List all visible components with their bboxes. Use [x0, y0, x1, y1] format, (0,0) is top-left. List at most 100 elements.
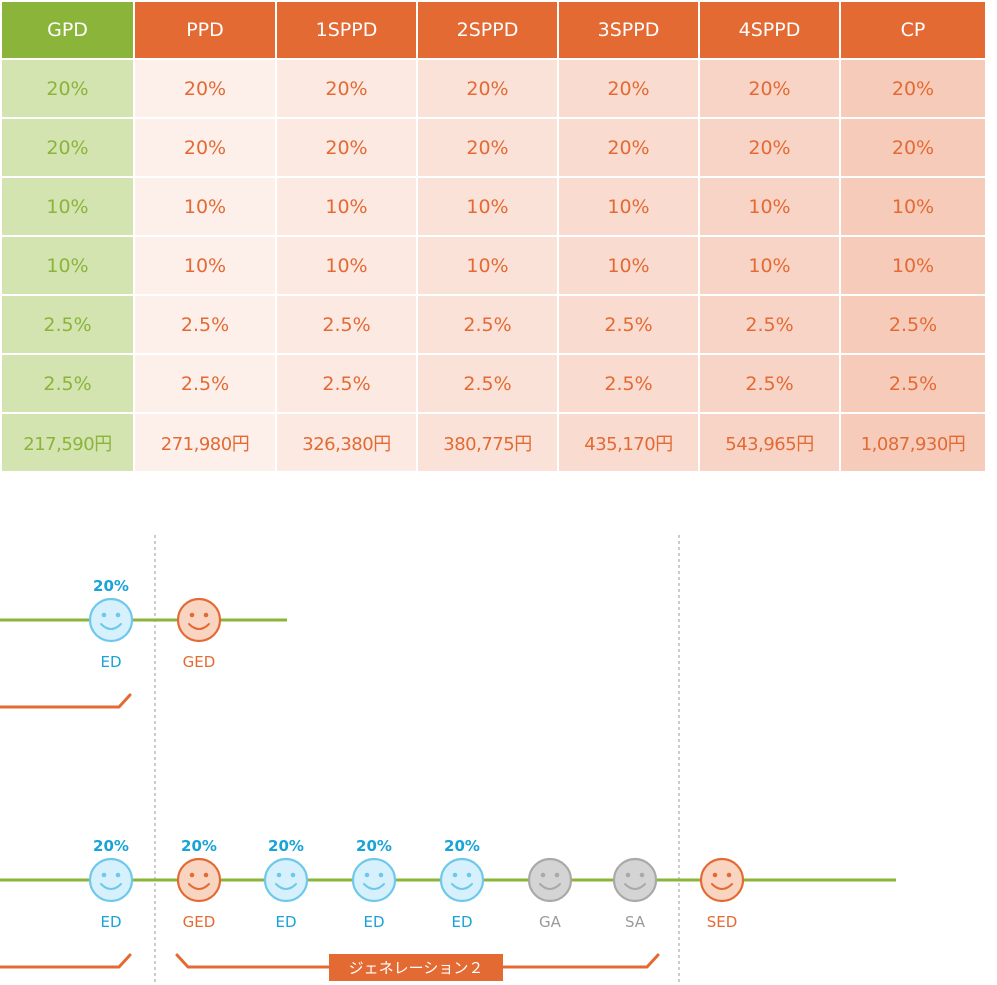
total-amount-1sppd: 326,380円	[275, 412, 418, 473]
rate-cell-cp: 10%	[839, 176, 987, 237]
rate-cell-gpd: 2.5%	[0, 294, 135, 355]
rate-cell-2sppd: 10%	[416, 235, 559, 296]
generation-diagram: ジェネレーション２ 20%ED GED20%ED20%GED20%ED20%ED2…	[0, 535, 896, 982]
rate-cell-2sppd: 2.5%	[416, 294, 559, 355]
rate-cell-4sppd: 2.5%	[698, 353, 841, 414]
person-node: SED	[699, 857, 745, 931]
table-row: 10% 10% 10% 10% 10% 10% 10%	[0, 235, 987, 296]
total-amount-ppd: 271,980円	[133, 412, 277, 473]
rate-cell-ppd: 20%	[133, 117, 277, 178]
smiley-face-icon	[88, 857, 134, 903]
rate-cell-ppd: 20%	[133, 58, 277, 119]
table-row: 20% 20% 20% 20% 20% 20% 20%	[0, 58, 987, 119]
generation-badge-label: ジェネレーション２	[349, 959, 484, 977]
rate-cell-2sppd: 20%	[416, 58, 559, 119]
person-node: 20% ED	[439, 837, 485, 931]
smiley-face-icon	[351, 857, 397, 903]
total-amount-2sppd: 380,775円	[416, 412, 559, 473]
rate-cell-2sppd: 10%	[416, 176, 559, 237]
node-rate-label: 20%	[93, 837, 129, 855]
rate-cell-gpd: 10%	[0, 235, 135, 296]
rate-cell-3sppd: 20%	[557, 117, 700, 178]
rate-cell-2sppd: 2.5%	[416, 353, 559, 414]
rate-cell-1sppd: 10%	[275, 235, 418, 296]
row2-left-bracket	[0, 953, 132, 969]
node-rate-label: 20%	[181, 837, 217, 855]
table-row: 217,590円 271,980円 326,380円 380,775円 435,170円…	[0, 412, 987, 473]
table-header-row: GPD PPD 1SPPD 2SPPD 3SPPD 4SPPD CP	[0, 0, 987, 60]
node-label: GED	[183, 913, 216, 931]
person-node: 20% GED	[176, 837, 222, 931]
rate-cell-2sppd: 20%	[416, 117, 559, 178]
node-label: ED	[363, 913, 384, 931]
rate-cell-gpd: 2.5%	[0, 353, 135, 414]
rate-cell-3sppd: 20%	[557, 58, 700, 119]
node-label: ED	[451, 913, 472, 931]
rate-cell-gpd: 20%	[0, 58, 135, 119]
person-node: 20% ED	[351, 837, 397, 931]
rate-cell-ppd: 10%	[133, 235, 277, 296]
total-amount-cp: 1,087,930円	[839, 412, 987, 473]
rate-cell-cp: 2.5%	[839, 353, 987, 414]
person-node: 20% ED	[88, 577, 134, 671]
table-row: 20% 20% 20% 20% 20% 20% 20%	[0, 117, 987, 178]
commission-table: GPD PPD 1SPPD 2SPPD 3SPPD 4SPPD CP 20% 20…	[0, 0, 987, 473]
node-rate-label: 20%	[444, 837, 480, 855]
total-amount-gpd: 217,590円	[0, 412, 135, 473]
smiley-face-icon	[612, 857, 658, 903]
total-amount-4sppd: 543,965円	[698, 412, 841, 473]
rate-cell-3sppd: 10%	[557, 235, 700, 296]
person-node: 20% ED	[263, 837, 309, 931]
rate-cell-1sppd: 20%	[275, 58, 418, 119]
rate-cell-1sppd: 2.5%	[275, 353, 418, 414]
node-rate-label: 20%	[93, 577, 129, 595]
rate-cell-cp: 2.5%	[839, 294, 987, 355]
person-node: GA	[527, 857, 573, 931]
node-label: SA	[625, 913, 646, 931]
node-label: ED	[100, 653, 121, 671]
rate-cell-1sppd: 20%	[275, 117, 418, 178]
rate-cell-ppd: 2.5%	[133, 353, 277, 414]
smiley-face-icon	[699, 857, 745, 903]
node-label: ED	[275, 913, 296, 931]
rate-cell-ppd: 2.5%	[133, 294, 277, 355]
column-header-3sppd: 3SPPD	[557, 0, 700, 60]
person-node: 20% ED	[88, 837, 134, 931]
node-label: ED	[100, 913, 121, 931]
table-row: 2.5% 2.5% 2.5% 2.5% 2.5% 2.5% 2.5%	[0, 353, 987, 414]
smiley-face-icon	[88, 597, 134, 643]
row1-bracket	[0, 693, 132, 709]
rate-cell-ppd: 10%	[133, 176, 277, 237]
smiley-face-icon	[176, 597, 222, 643]
rate-cell-cp: 20%	[839, 58, 987, 119]
smiley-face-icon	[263, 857, 309, 903]
smiley-face-icon	[527, 857, 573, 903]
node-rate-label: 20%	[268, 837, 304, 855]
node-label: GED	[183, 653, 216, 671]
node-label: GA	[539, 913, 562, 931]
rate-cell-1sppd: 10%	[275, 176, 418, 237]
rate-cell-1sppd: 2.5%	[275, 294, 418, 355]
column-header-4sppd: 4SPPD	[698, 0, 841, 60]
column-header-cp: CP	[839, 0, 987, 60]
column-header-gpd: GPD	[0, 0, 135, 60]
table-row: 2.5% 2.5% 2.5% 2.5% 2.5% 2.5% 2.5%	[0, 294, 987, 355]
person-node: GED	[176, 597, 222, 671]
rate-cell-gpd: 10%	[0, 176, 135, 237]
table-row: 10% 10% 10% 10% 10% 10% 10%	[0, 176, 987, 237]
rate-cell-4sppd: 10%	[698, 235, 841, 296]
node-rate-label: 20%	[356, 837, 392, 855]
rate-cell-gpd: 20%	[0, 117, 135, 178]
person-node: SA	[612, 857, 658, 931]
column-header-ppd: PPD	[133, 0, 277, 60]
generation-badge	[329, 954, 503, 981]
rate-cell-cp: 10%	[839, 235, 987, 296]
rate-cell-3sppd: 2.5%	[557, 353, 700, 414]
rate-cell-4sppd: 2.5%	[698, 294, 841, 355]
rate-cell-3sppd: 2.5%	[557, 294, 700, 355]
total-amount-3sppd: 435,170円	[557, 412, 700, 473]
node-label: SED	[707, 913, 738, 931]
rate-cell-cp: 20%	[839, 117, 987, 178]
rate-cell-4sppd: 20%	[698, 117, 841, 178]
smiley-face-icon	[439, 857, 485, 903]
